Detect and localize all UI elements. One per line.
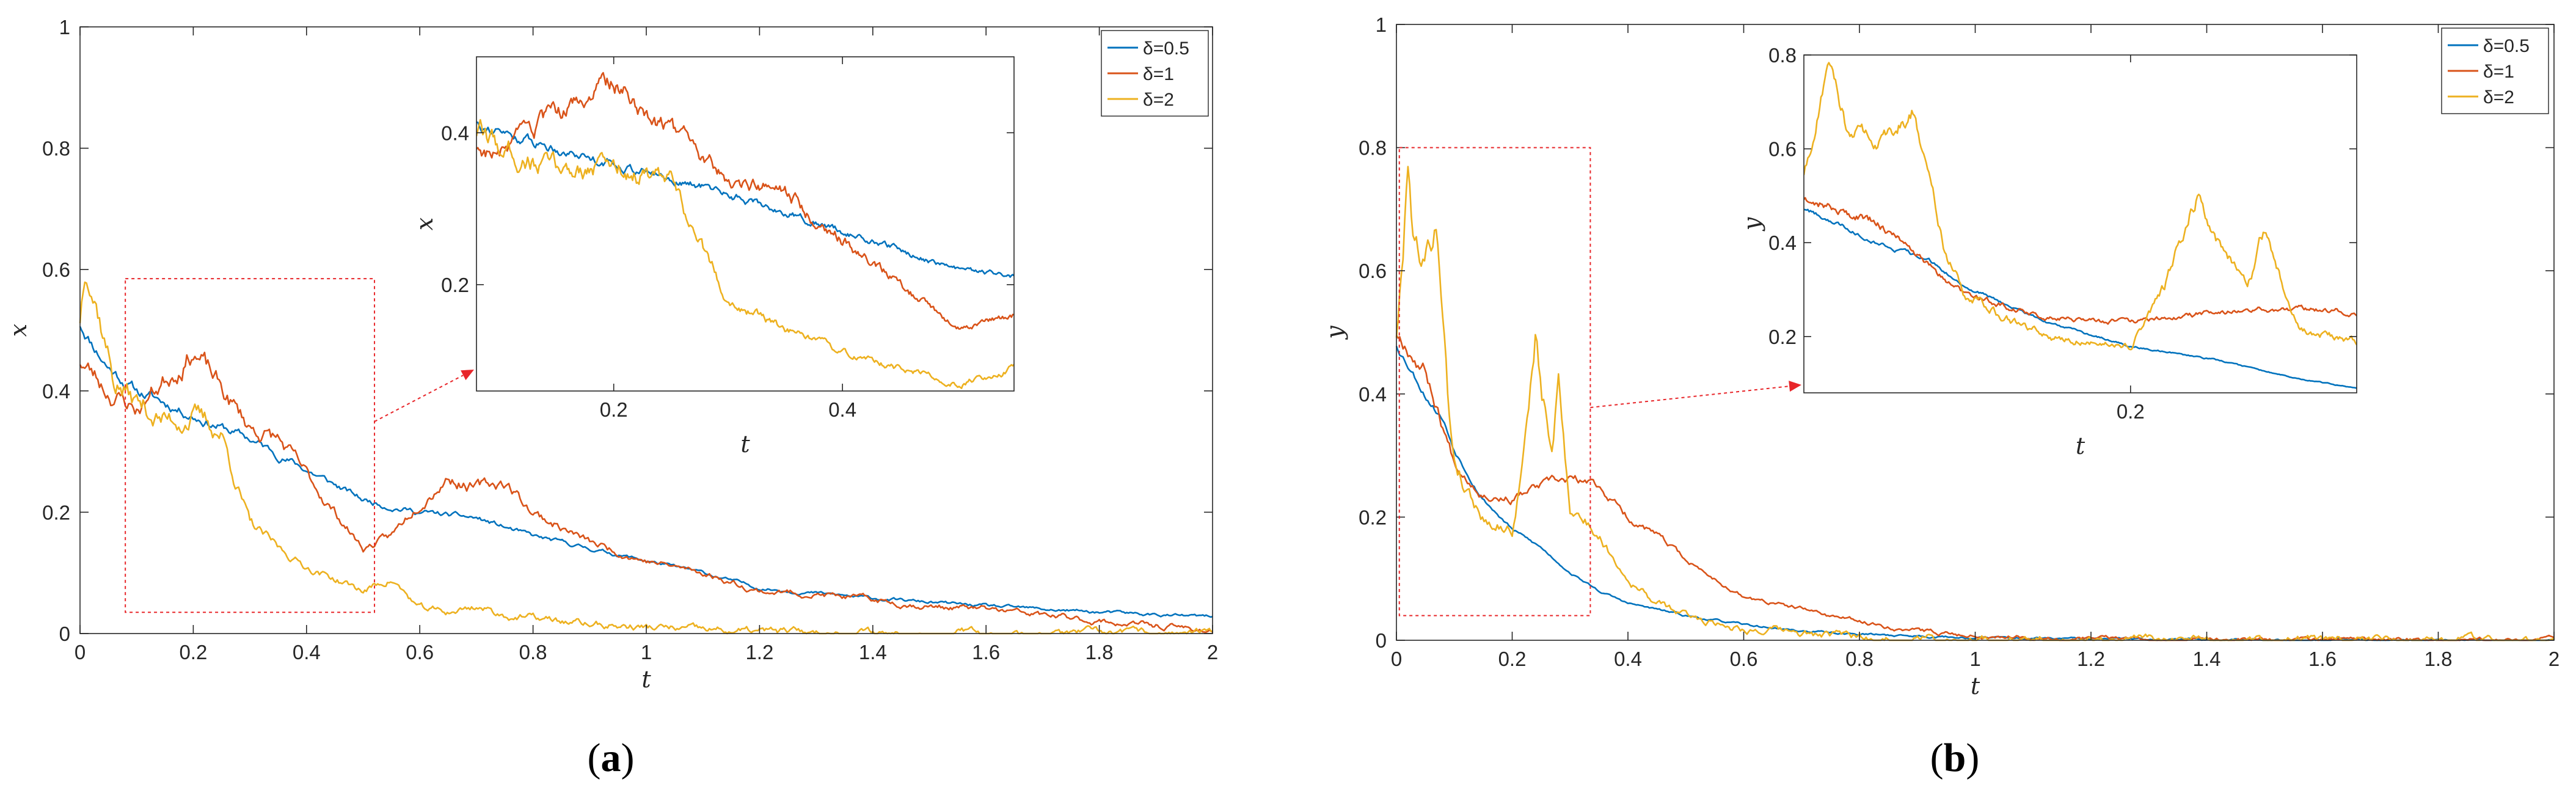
- inset-box: [1803, 54, 2357, 393]
- inset-box: [476, 56, 1015, 392]
- x-tick-label: 0: [75, 641, 86, 663]
- inset-series-line-1: [476, 121, 1014, 278]
- inset-x-axis-label: t: [2076, 433, 2085, 459]
- x-axis-label: t: [641, 666, 651, 693]
- y-tick-label: 0.4: [42, 380, 70, 403]
- inset-y-axis-label: x: [411, 217, 438, 230]
- y-tick-label: 0: [59, 623, 70, 645]
- x-tick-label: 0.2: [1498, 648, 1527, 670]
- inset-series-line-2: [1804, 197, 2357, 325]
- x-tick-label: 1.8: [1085, 641, 1114, 663]
- y-tick-label: 0.2: [1359, 506, 1387, 528]
- inset-series-line-1: [1804, 208, 2357, 389]
- zoom-box: [125, 278, 376, 613]
- inset-y-tick-label: 0.2: [441, 274, 469, 296]
- x-tick-label: 0.8: [519, 641, 547, 663]
- zoom-connector: [374, 375, 464, 422]
- y-axis-label: y: [1321, 326, 1348, 340]
- inset-series-line-3: [476, 119, 1014, 389]
- legend-label-2: δ=1: [1143, 64, 1174, 84]
- zoom-box: [1398, 147, 1591, 616]
- inset-y-tick-label: 0.4: [441, 122, 469, 144]
- x-tick-label: 0.6: [1730, 648, 1758, 670]
- inset-y-axis-label: y: [1739, 217, 1765, 232]
- legend-label-1: δ=0.5: [1143, 38, 1189, 59]
- caption-b: (b): [1930, 736, 1980, 780]
- x-tick-label: 1.6: [972, 641, 1000, 663]
- x-tick-label: 1: [641, 641, 652, 663]
- inset-series-line-2: [476, 71, 1014, 330]
- inset-y-tick-label: 0.8: [1768, 44, 1797, 67]
- y-tick-label: 1: [1376, 13, 1387, 36]
- y-tick-label: 0: [1376, 629, 1387, 652]
- y-tick-label: 0.2: [42, 501, 70, 524]
- x-tick-label: 2: [1207, 641, 1218, 663]
- y-tick-label: 0.4: [1359, 383, 1387, 406]
- x-tick-label: 1.8: [2425, 648, 2453, 670]
- x-tick-label: 0.6: [406, 641, 434, 663]
- y-tick-label: 1: [59, 16, 70, 38]
- x-tick-label: 2: [2549, 648, 2560, 670]
- x-tick-label: 0.2: [179, 641, 207, 663]
- legend-label-1: δ=0.5: [2483, 36, 2530, 56]
- x-tick-label: 0.4: [293, 641, 321, 663]
- zoom-arrowhead: [461, 370, 474, 381]
- caption-a: (a): [588, 736, 635, 780]
- x-tick-label: 0: [1391, 648, 1402, 670]
- x-tick-label: 0.4: [1614, 648, 1642, 670]
- inset-x-tick-label: 0.2: [2117, 400, 2145, 423]
- legend-label-2: δ=1: [2483, 62, 2514, 82]
- x-tick-label: 1.4: [2193, 648, 2221, 670]
- x-tick-label: 1.2: [745, 641, 773, 663]
- panel-a: 0 0.2 0.4 0.6 0.8 1 1.2 1.4 1.6 1.8 2 0 0.2 0.4 0.6 0.8…: [5, 16, 1218, 693]
- x-tick-label: 0.8: [1845, 648, 1874, 670]
- inset-x-tick-label: 0.4: [828, 398, 856, 421]
- inset-y-tick-label: 0.2: [1768, 326, 1797, 348]
- panel-b: 0 0.2 0.4 0.6 0.8 1 1.2 1.4 1.6 1.8 2 0 0.2 0.4 0.6 0.8…: [1321, 13, 2560, 700]
- inset-x-axis-label: t: [740, 431, 750, 458]
- y-tick-label: 0.8: [42, 137, 70, 160]
- inset-area: [476, 57, 1014, 391]
- zoom-arrowhead: [1789, 381, 1801, 392]
- x-axis-label: t: [1971, 673, 1980, 700]
- y-axis-label: x: [5, 324, 32, 337]
- inset-area: [1804, 55, 2357, 393]
- x-tick-label: 1.4: [859, 641, 887, 663]
- x-tick-label: 1: [1969, 648, 1980, 670]
- x-tick-label: 1.2: [2077, 648, 2105, 670]
- legend-label-3: δ=2: [1143, 90, 1174, 110]
- zoom-connector: [1590, 385, 1791, 408]
- y-tick-label: 0.8: [1359, 137, 1387, 159]
- y-tick-label: 0.6: [42, 258, 70, 281]
- series-line-2: [79, 351, 1213, 633]
- x-tick-label: 1.6: [2308, 648, 2337, 670]
- inset-y-tick-label: 0.4: [1768, 232, 1797, 254]
- inset-x-tick-label: 0.2: [600, 398, 628, 421]
- y-tick-label: 0.6: [1359, 260, 1387, 282]
- legend-label-3: δ=2: [2483, 87, 2514, 108]
- inset-y-tick-label: 0.6: [1768, 138, 1797, 161]
- inset-series-line-3: [1804, 62, 2357, 351]
